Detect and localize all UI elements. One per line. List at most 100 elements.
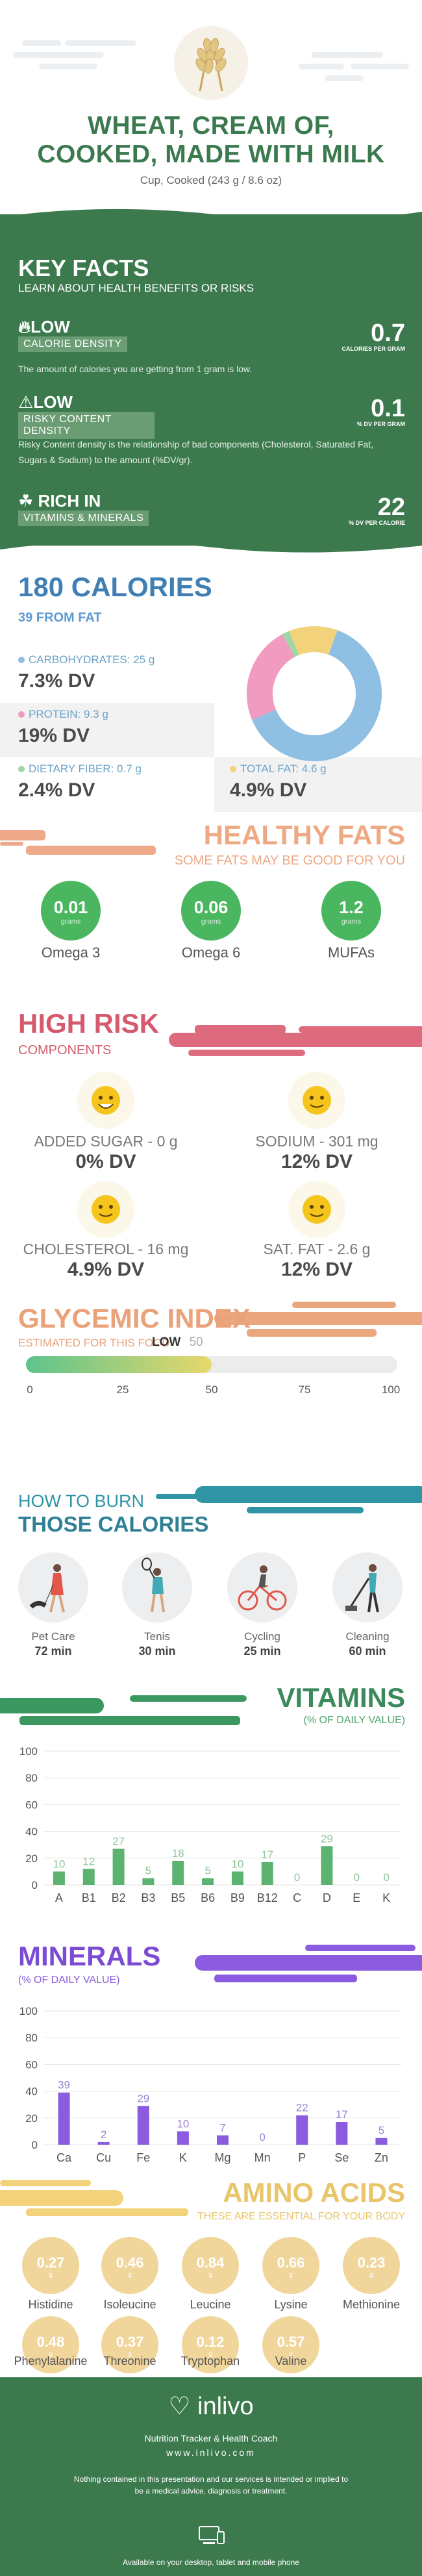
macro-carbohydrates: CARBOHYDRATES: 25 g 7.3% DV bbox=[0, 648, 214, 703]
amino-unit: g bbox=[49, 2271, 53, 2279]
decor-dash bbox=[0, 1698, 104, 1713]
vitamins-bar-b3 bbox=[142, 1878, 155, 1885]
added-sugar-label: ADDED SUGAR - 0 g bbox=[34, 1133, 178, 1150]
minerals-category-label: P bbox=[298, 2151, 306, 2164]
brand-logo[interactable]: ♡ inlivo bbox=[0, 2392, 422, 2421]
mufas-badge: 1.2 grams bbox=[321, 881, 381, 941]
donut-slice-carbohydrates bbox=[252, 630, 382, 761]
smiley-icon bbox=[77, 1181, 134, 1238]
decor-dash bbox=[214, 1975, 357, 1982]
availability-note: Available on your desktop, tablet and mo… bbox=[123, 2558, 299, 2567]
minerals-bar-zn bbox=[375, 2138, 388, 2145]
vitamins-category-label: B5 bbox=[171, 1891, 185, 1904]
title-line-2: COOKED, MADE WITH MILK bbox=[37, 140, 385, 168]
decor-dash bbox=[299, 64, 344, 69]
calorie-density-value: 0.7 CALORIES PER GRAM bbox=[341, 321, 405, 352]
amino-unit: g bbox=[369, 2271, 373, 2279]
minerals-value-label: 10 bbox=[177, 2117, 189, 2130]
protein-label: PROTEIN: 9.3 g bbox=[29, 708, 108, 720]
vitamins-minerals-unit: % DV PER CALORIE bbox=[348, 520, 405, 526]
page-title: WHEAT, CREAM OF, COOKED, MADE WITH MILK bbox=[13, 112, 409, 169]
decor-dash bbox=[188, 1050, 305, 1056]
decor-dash bbox=[0, 2180, 91, 2186]
leaf-icon: ☘︎ bbox=[18, 491, 34, 511]
calories-from-fat: 39 FROM FAT bbox=[18, 611, 102, 625]
fat-label: TOTAL FAT: 4.6 g bbox=[240, 763, 327, 775]
decor-dash bbox=[325, 75, 364, 81]
decor-dash bbox=[247, 1329, 377, 1337]
vitamins-value-label: 12 bbox=[82, 1855, 95, 1867]
vitamins-value-label: 5 bbox=[145, 1865, 151, 1877]
vitamins-bar-b5 bbox=[172, 1860, 184, 1885]
calorie-density-unit: CALORIES PER GRAM bbox=[341, 346, 405, 352]
vitamins-value-label: 0 bbox=[294, 1871, 300, 1884]
minerals-value-label: 22 bbox=[296, 2102, 308, 2114]
minerals-category-label: Ca bbox=[56, 2151, 72, 2164]
vitamins-category-label: B12 bbox=[257, 1891, 278, 1904]
decor-dash bbox=[0, 842, 23, 846]
omega3-value: 0.01 bbox=[53, 898, 88, 917]
vitamins-minerals-label: VITAMINS & MINERALS bbox=[18, 511, 149, 526]
mufas-value: 1.2 bbox=[339, 898, 364, 917]
lysine-badge: 0.66 g bbox=[262, 2237, 319, 2294]
decor-dash bbox=[195, 1955, 422, 1971]
vitamins-category-label: B1 bbox=[82, 1891, 96, 1904]
vitamins-value-label: 27 bbox=[112, 1835, 125, 1847]
disclaimer: Nothing contained in this presentation a… bbox=[73, 2475, 349, 2495]
calorie-density-tag: 🔥︎LOW CALORIE DENSITY bbox=[18, 317, 155, 357]
phenylalanine-badge: 0.48 g bbox=[22, 2316, 79, 2373]
glycemic-tick: 100 bbox=[381, 1383, 401, 1396]
vitamins-category-label: B3 bbox=[141, 1891, 155, 1904]
calorie-density-description: The amount of calories you are getting f… bbox=[18, 364, 253, 374]
decor-dash bbox=[26, 2208, 188, 2216]
cholesterol-label: CHOLESTEROL - 16 mg bbox=[23, 1241, 189, 1257]
decor-dash bbox=[214, 1312, 422, 1325]
header: WHEAT, CREAM OF, COOKED, MADE WITH MILK … bbox=[0, 0, 422, 195]
key-facts-subtitle: LEARN ABOUT HEALTH BENEFITS OR RISKS bbox=[18, 282, 254, 294]
key-facts-title: KEY FACTS bbox=[18, 255, 149, 281]
vitamins-bar-b12 bbox=[261, 1862, 273, 1885]
wave-divider bbox=[0, 533, 422, 553]
glycemic-level: LOW bbox=[152, 1335, 181, 1349]
flame-icon: 🔥︎ bbox=[18, 317, 31, 336]
omega3-badge: 0.01 grams bbox=[41, 881, 101, 941]
decor-dash bbox=[195, 1486, 422, 1503]
risky-content-unit: % DV PER GRAM bbox=[356, 421, 405, 427]
decor-dash bbox=[156, 1494, 208, 1499]
high-risk-title: HIGH RISK bbox=[18, 1008, 160, 1039]
amino-unit: g bbox=[128, 2271, 132, 2279]
warning-icon: ⚠︎ bbox=[18, 392, 34, 412]
omega6-value: 0.06 bbox=[193, 898, 229, 917]
amino-unit: g bbox=[128, 2351, 132, 2358]
decor-dash bbox=[22, 40, 61, 46]
minerals-value-label: 2 bbox=[101, 2128, 106, 2141]
burn-activity-name: Tenis bbox=[144, 1630, 170, 1643]
vitamins-category-label: B9 bbox=[230, 1891, 245, 1904]
minerals-ytick-label: 100 bbox=[19, 2005, 38, 2017]
website-link[interactable]: www.inlivo.com bbox=[166, 2447, 256, 2458]
decor-dash bbox=[26, 846, 156, 855]
minerals-ytick-label: 80 bbox=[25, 2032, 38, 2044]
vitamins-bar-b2 bbox=[112, 1849, 125, 1885]
valine-badge: 0.57 g bbox=[262, 2316, 319, 2373]
macro-protein: PROTEIN: 9.3 g 19% DV bbox=[0, 703, 214, 757]
vitamins-value-label: 0 bbox=[383, 1871, 389, 1884]
amino-value: 0.66 bbox=[277, 2254, 305, 2271]
vitamins-minerals-value: 22 % DV PER CALORIE bbox=[349, 495, 405, 526]
burn-title-line2: THOSE CALORIES bbox=[18, 1512, 209, 1536]
fiber-dv: 2.4% DV bbox=[18, 779, 95, 801]
decor-dash bbox=[39, 64, 97, 69]
wheat-icon bbox=[174, 26, 248, 100]
minerals-value-label: 17 bbox=[336, 2108, 348, 2121]
burn-activity-minutes: 30 min bbox=[138, 1645, 176, 1658]
amino-title: AMINO ACIDS bbox=[223, 2177, 405, 2208]
minerals-category-label: Cu bbox=[96, 2151, 111, 2164]
vitamins-minerals-level: RICH IN bbox=[38, 491, 101, 511]
omega3-name: Omega 3 bbox=[41, 944, 101, 961]
added-sugar-dv: 0% DV bbox=[75, 1151, 136, 1172]
vitamins-category-label: A bbox=[55, 1891, 63, 1904]
minerals-value-label: 29 bbox=[137, 2092, 149, 2104]
risky-content-label: RISKY CONTENT DENSITY bbox=[18, 412, 155, 439]
decor-dash bbox=[351, 64, 409, 69]
calorie-density-number: 0.7 bbox=[371, 320, 405, 347]
